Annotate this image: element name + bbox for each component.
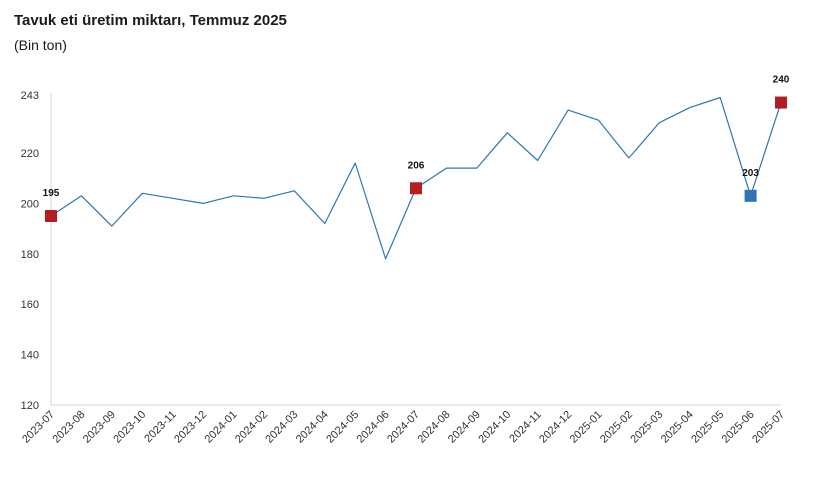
x-tick-label: 2024-02 <box>233 409 270 446</box>
data-point-marker <box>744 189 757 202</box>
chart-axes <box>50 93 781 406</box>
series-layer <box>50 96 782 260</box>
x-tick-label: 2023-09 <box>81 409 118 446</box>
data-point-label: 195 <box>43 188 60 199</box>
x-axis-ticks: 2023-072023-082023-092023-102023-112023-… <box>20 409 787 446</box>
data-point-marker <box>775 96 787 109</box>
x-tick-label: 2024-06 <box>355 409 392 446</box>
x-tick-label: 2024-07 <box>385 409 422 446</box>
x-tick-label: 2024-04 <box>294 409 331 446</box>
x-tick-label: 2025-06 <box>720 409 757 446</box>
chart-title: Tavuk eti üretim miktarı, Temmuz 2025 <box>14 12 287 29</box>
y-tick-label: 160 <box>21 299 39 311</box>
highlight-markers <box>45 96 787 222</box>
y-tick-label: 140 <box>21 350 39 362</box>
data-labels: 195 206 203 240 <box>43 75 790 199</box>
y-tick-label: 200 <box>21 198 39 210</box>
x-tick-label: 2025-05 <box>689 409 726 446</box>
x-tick-label: 2025-04 <box>659 409 696 446</box>
x-tick-label: 2024-08 <box>416 409 453 446</box>
data-point-label: 203 <box>742 168 759 179</box>
x-tick-label: 2023-12 <box>172 409 209 446</box>
y-tick-label: 220 <box>21 148 39 160</box>
x-tick-label: 2024-05 <box>324 409 361 446</box>
x-tick-label: 2025-03 <box>628 409 665 446</box>
x-tick-label: 2024-03 <box>263 409 300 446</box>
x-tick-label: 2025-07 <box>750 409 787 446</box>
x-tick-label: 2023-10 <box>111 409 148 446</box>
x-tick-label: 2025-01 <box>568 409 605 446</box>
data-point-marker <box>410 182 422 195</box>
x-tick-label: 2025-02 <box>598 409 635 446</box>
series-line <box>50 96 782 260</box>
data-point-label: 240 <box>773 75 790 86</box>
x-tick-label: 2023-08 <box>51 409 88 446</box>
x-tick-label: 2024-09 <box>446 409 483 446</box>
y-axis-ticks: 120 140 160 180 200 220 243 <box>21 90 39 412</box>
y-tick-label: 180 <box>21 249 39 261</box>
chart-subtitle: (Bin ton) <box>14 37 67 53</box>
data-point-marker <box>45 209 57 222</box>
x-tick-label: 2024-12 <box>537 409 574 446</box>
x-tick-label: 2024-10 <box>476 409 513 446</box>
x-tick-label: 2023-07 <box>20 409 57 446</box>
data-point-label: 206 <box>408 160 425 171</box>
x-tick-label: 2024-01 <box>203 409 240 446</box>
y-tick-label: 120 <box>21 400 39 412</box>
y-tick-label: 243 <box>21 90 39 102</box>
